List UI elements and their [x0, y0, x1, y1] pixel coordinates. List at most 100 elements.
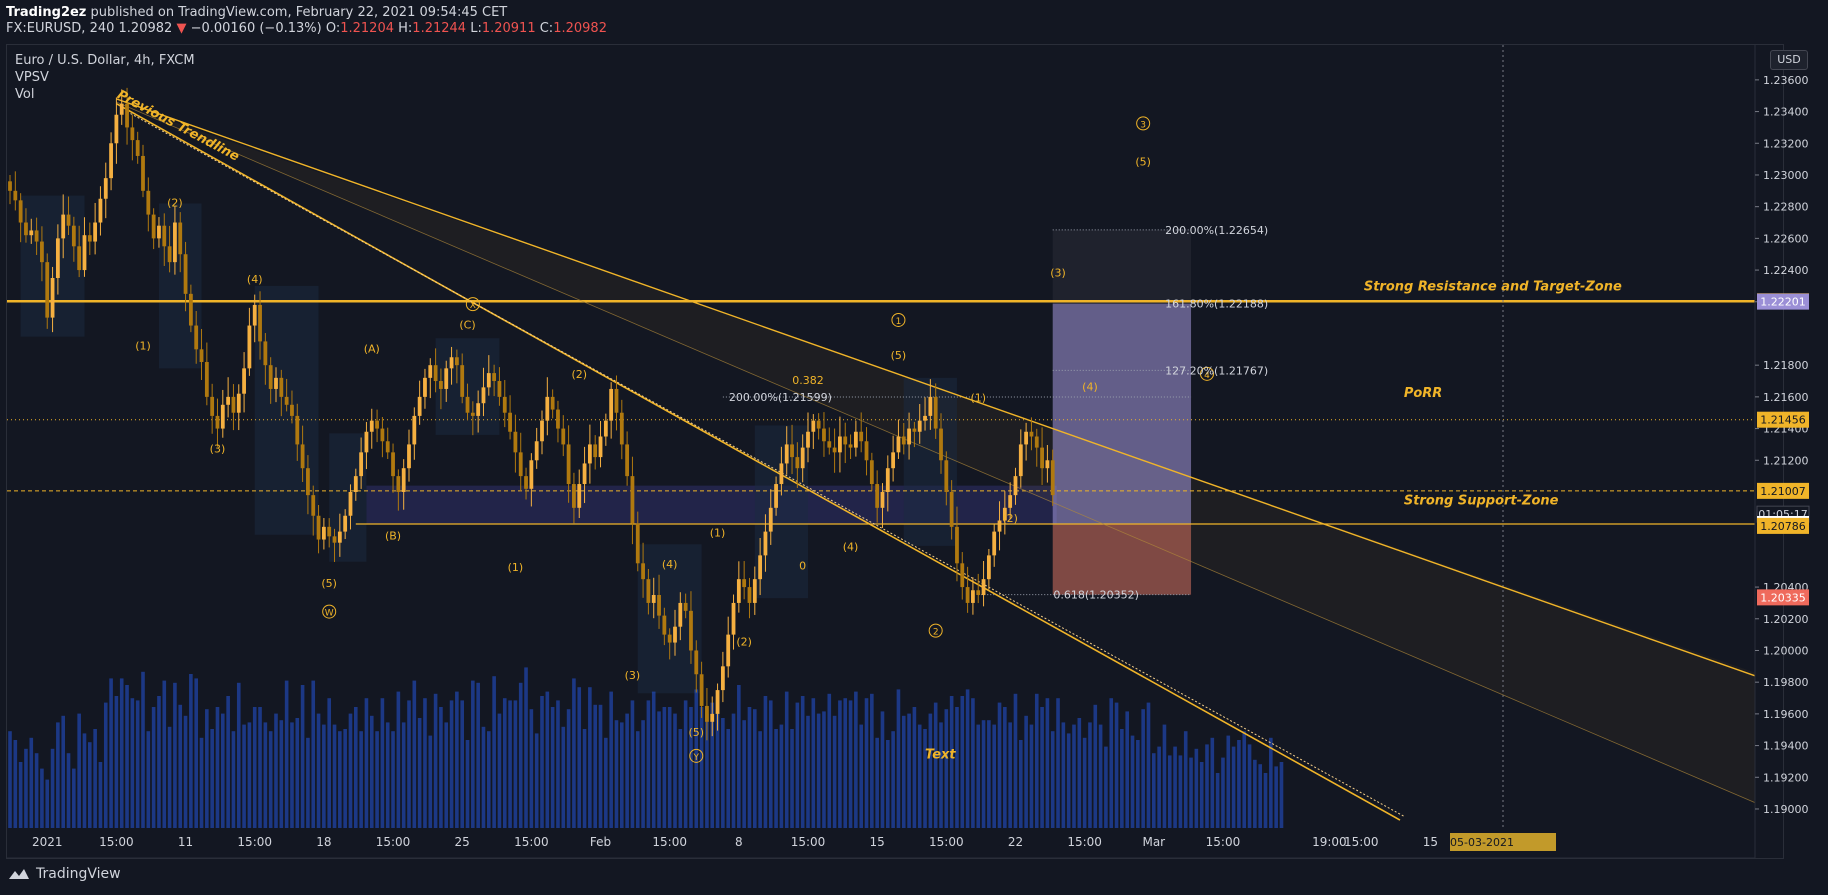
candle-body	[699, 674, 704, 706]
volume-bar	[566, 709, 571, 828]
candle-body	[40, 241, 44, 263]
candle-body	[651, 595, 656, 603]
volume-bar	[433, 693, 438, 828]
wave-label: (4)	[1082, 381, 1098, 394]
publish-line: Trading2ez published on TradingView.com,…	[6, 5, 507, 20]
time-tick-label: 15	[1423, 835, 1438, 849]
volume-bar	[1093, 704, 1098, 828]
fib-label: 127.20%(1.21767)	[1165, 364, 1268, 377]
volume-bar	[98, 762, 103, 828]
candle-body	[141, 155, 145, 191]
volume-bar	[1050, 731, 1055, 828]
volume-bar	[306, 737, 310, 828]
candle-body	[540, 420, 544, 442]
volume-bar	[502, 698, 507, 828]
price-tick-label: 1.21600	[1763, 391, 1809, 404]
volume-bar	[635, 731, 640, 828]
time-tick-label: 15:00	[237, 835, 272, 849]
candle-body	[337, 531, 342, 543]
volume-bar	[1082, 737, 1087, 828]
candle-body	[61, 214, 66, 239]
volume-bar	[1258, 764, 1262, 828]
candle-body	[582, 463, 587, 485]
volume-bar	[901, 715, 906, 828]
wave-label: 4	[1204, 371, 1210, 381]
price-tick-label: 1.19200	[1763, 771, 1809, 784]
volume-bar	[694, 689, 699, 828]
candle-body	[109, 143, 113, 179]
candle-body	[87, 235, 92, 242]
legend-indicator-vol[interactable]: Vol	[15, 87, 35, 102]
price-tick-label: 1.19600	[1763, 708, 1809, 721]
candle-body	[1008, 495, 1013, 508]
volume-bar	[1253, 759, 1257, 828]
volume-bar	[407, 700, 411, 828]
candle-body	[901, 436, 906, 445]
volume-bar	[221, 713, 225, 828]
volume-bar	[1024, 715, 1028, 828]
volume-bar	[114, 696, 119, 828]
publish-header: Trading2ez published on TradingView.com,…	[0, 0, 1828, 40]
candle-body	[896, 436, 901, 453]
candle-body	[423, 377, 427, 397]
time-tick-label: Mar	[1142, 835, 1165, 849]
candle-body	[587, 444, 592, 464]
price-tick-label: 1.22400	[1763, 264, 1809, 277]
volume-bar	[1215, 773, 1220, 828]
candle-body	[114, 114, 119, 144]
candle-body	[683, 602, 688, 611]
candle-body	[29, 230, 34, 236]
volume-bar	[29, 737, 34, 828]
price-tick-label: 1.23000	[1763, 169, 1809, 182]
volume-bar	[518, 682, 523, 828]
volume-bar	[875, 737, 879, 828]
volume-bar	[529, 709, 534, 828]
candle-body	[252, 304, 257, 326]
price-tag	[1757, 517, 1809, 534]
volume-bar	[268, 731, 273, 828]
candle-body	[869, 460, 874, 485]
candle-body	[45, 262, 50, 318]
candle-body	[178, 222, 183, 255]
candle-body	[513, 431, 518, 453]
volume-bar	[1104, 746, 1108, 828]
volume-bar	[1152, 753, 1156, 828]
legend-indicator-vpsv[interactable]: VPSV	[15, 70, 49, 85]
candle-body	[742, 579, 747, 588]
candle-body	[8, 181, 12, 191]
volume-bar	[779, 724, 784, 828]
brand-logo[interactable]: TradingView	[8, 866, 121, 882]
candle-body	[412, 415, 417, 445]
volume-bar	[1210, 737, 1215, 828]
volume-bar	[556, 700, 560, 828]
candle-body	[848, 444, 853, 448]
volume-bar	[939, 722, 943, 828]
volume-bar	[146, 731, 151, 828]
volume-bar	[678, 729, 683, 828]
candle-body	[449, 357, 454, 369]
candle-body	[476, 403, 481, 416]
currency-button[interactable]: USD	[1770, 50, 1808, 70]
wave-label: (1)	[135, 339, 151, 352]
wave-label: (3)	[625, 669, 641, 682]
candle-body	[98, 198, 103, 223]
volume-bar	[295, 718, 300, 828]
candle-body	[561, 428, 566, 445]
publisher-name[interactable]: Trading2ez	[6, 5, 87, 20]
candle-body	[949, 491, 954, 527]
fib-label: 200.00%(1.22654)	[1165, 224, 1268, 237]
candle-body	[66, 214, 71, 226]
candle-body	[306, 468, 310, 496]
time-tick-label: 11	[178, 835, 193, 849]
legend-title[interactable]: Euro / U.S. Dollar, 4h, FXCM	[15, 53, 195, 68]
candle-body	[417, 396, 422, 416]
candle-body	[1002, 507, 1007, 521]
volume-bar	[8, 731, 12, 828]
volume-bar	[891, 731, 895, 828]
candle-body	[923, 415, 927, 421]
candle-body	[1029, 431, 1034, 437]
volume-bar	[210, 729, 214, 828]
volume-bar	[178, 704, 183, 828]
candle-body	[1034, 436, 1039, 448]
